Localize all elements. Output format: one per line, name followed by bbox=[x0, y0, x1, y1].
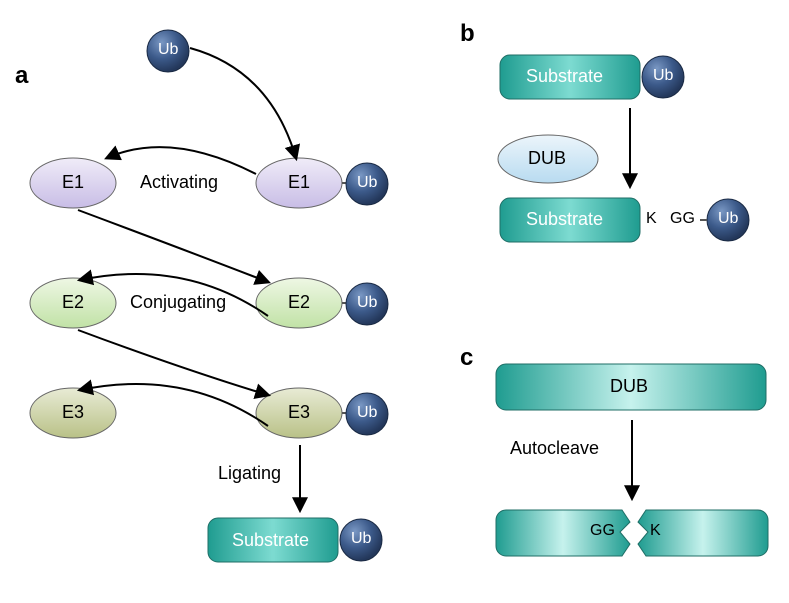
dub-bar-label: DUB bbox=[610, 376, 648, 397]
gg-b-label: GG bbox=[670, 210, 695, 228]
ub-b-bot-label: Ub bbox=[718, 210, 738, 228]
diagram-stage: a b c bbox=[0, 0, 789, 603]
panel-c-label: c bbox=[460, 344, 473, 372]
k-b-label: K bbox=[646, 210, 657, 228]
e3-right-label: E3 bbox=[288, 402, 310, 423]
ub-top-label: Ub bbox=[158, 41, 178, 59]
ub-sub-label: Ub bbox=[351, 530, 371, 548]
ub-e2-label: Ub bbox=[357, 294, 377, 312]
e3-left-label: E3 bbox=[62, 402, 84, 423]
ub-e1-label: Ub bbox=[357, 174, 377, 192]
e2-left-label: E2 bbox=[62, 292, 84, 313]
dub-ellipse-label: DUB bbox=[528, 148, 566, 169]
k-c-label: K bbox=[650, 522, 661, 540]
gg-c-label: GG bbox=[590, 522, 615, 540]
svg-overlay bbox=[0, 0, 789, 603]
panel-a-label: a bbox=[15, 62, 28, 90]
activating-text: Activating bbox=[140, 172, 218, 193]
substrate-a-label: Substrate bbox=[232, 530, 309, 551]
substrate-b-bot-label: Substrate bbox=[526, 209, 603, 230]
ligating-text: Ligating bbox=[218, 463, 281, 484]
substrate-b-top-label: Substrate bbox=[526, 66, 603, 87]
panel-b-label: b bbox=[460, 20, 475, 48]
e2-right-label: E2 bbox=[288, 292, 310, 313]
ub-e3-label: Ub bbox=[357, 404, 377, 422]
e1-right-label: E1 bbox=[288, 172, 310, 193]
autocleave-text: Autocleave bbox=[510, 438, 599, 459]
conjugating-text: Conjugating bbox=[130, 292, 226, 313]
e1-left-label: E1 bbox=[62, 172, 84, 193]
ub-b-top-label: Ub bbox=[653, 67, 673, 85]
